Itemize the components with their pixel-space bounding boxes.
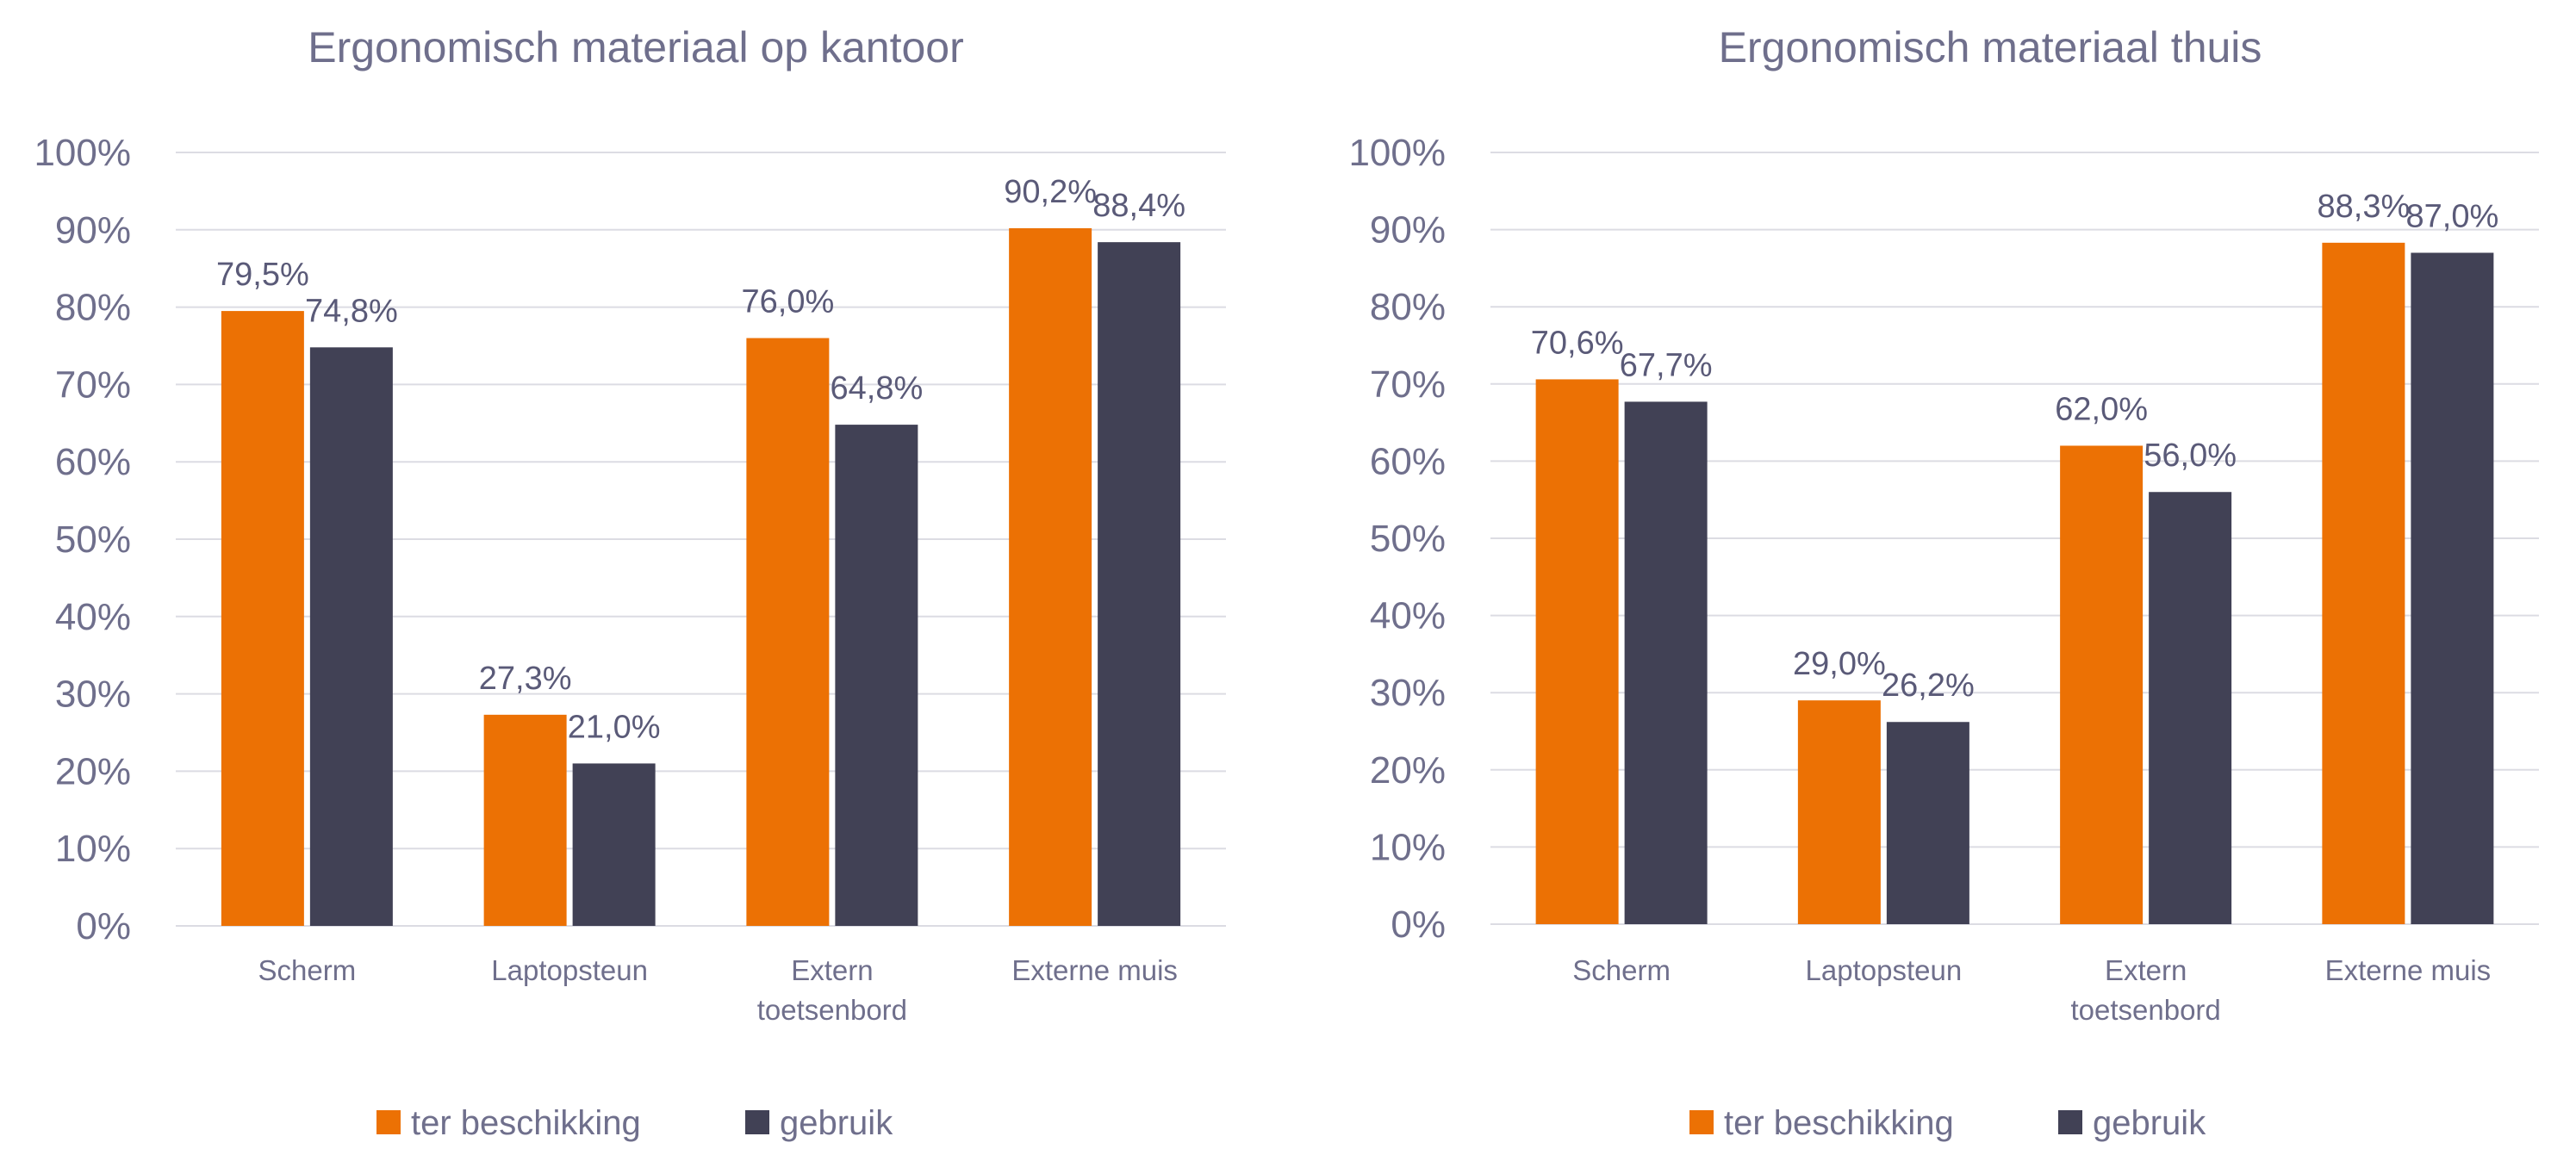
x-category-label: Externe muis [2325, 954, 2492, 986]
y-tick-label: 0% [76, 905, 131, 947]
bar-gebruik [1886, 722, 1969, 924]
x-category-label: Extern [2105, 954, 2187, 986]
bar-ter-beschikking [221, 311, 304, 927]
data-label: 90,2% [1004, 174, 1097, 210]
x-category-label: Laptopsteun [491, 954, 648, 986]
legend: ter beschikking gebruik [1689, 1104, 2206, 1142]
legend-label: gebruik [780, 1104, 893, 1142]
y-tick-label: 80% [1370, 286, 1446, 328]
y-tick-label: 90% [55, 209, 131, 251]
data-label: 74,8% [305, 293, 398, 329]
y-tick-label: 30% [55, 674, 131, 716]
y-tick-label: 20% [1370, 749, 1446, 792]
y-tick-label: 20% [55, 750, 131, 792]
legend-swatch [2058, 1110, 2082, 1134]
bar-ter-beschikking [1009, 228, 1092, 926]
bar-gebruik [309, 347, 393, 926]
data-label: 27,3% [479, 661, 572, 697]
chart-title: Ergonomisch materiaal thuis [1719, 23, 2262, 71]
y-tick-label: 60% [1370, 440, 1446, 482]
legend-label: ter beschikking [1724, 1104, 1954, 1142]
data-label: 56,0% [2144, 438, 2237, 474]
y-tick-label: 90% [1370, 209, 1446, 251]
chart-kantoor: Ergonomisch materiaal op kantoor 0% 10% 20%… [34, 23, 1226, 1142]
x-category-label: Externe muis [1011, 954, 1178, 986]
bar-gebruik [835, 425, 918, 926]
y-tick-label: 100% [34, 132, 131, 174]
bar-ter-beschikking [746, 338, 830, 926]
bar-gebruik [1098, 242, 1181, 927]
y-tick-label: 80% [55, 287, 131, 329]
y-tick-label: 30% [1370, 672, 1446, 714]
x-category-label: toetsenbord [757, 994, 907, 1026]
bar-gebruik [572, 763, 656, 926]
bar-ter-beschikking [1535, 379, 1619, 924]
bar-ter-beschikking [1797, 700, 1881, 924]
legend-swatch [745, 1110, 769, 1134]
y-tick-label: 40% [55, 596, 131, 638]
data-label: 26,2% [1882, 668, 1975, 704]
data-label: 70,6% [1531, 325, 1624, 361]
x-category-label: Scherm [1572, 954, 1671, 986]
y-tick-label: 50% [1370, 518, 1446, 560]
data-label: 88,4% [1092, 188, 1185, 224]
legend-label: ter beschikking [411, 1104, 641, 1142]
y-tick-label: 50% [55, 519, 131, 561]
legend-swatch [1689, 1110, 1714, 1134]
legend-swatch [376, 1110, 401, 1134]
y-tick-label: 10% [55, 828, 131, 870]
bar-ter-beschikking [2322, 242, 2405, 924]
legend: ter beschikking gebruik [376, 1104, 893, 1142]
x-category-label: toetsenbord [2070, 994, 2220, 1026]
y-tick-label: 100% [1348, 132, 1446, 174]
y-tick-label: 10% [1370, 826, 1446, 868]
x-category-label: Extern [791, 954, 873, 986]
bar-ter-beschikking [483, 714, 567, 926]
data-label: 88,3% [2318, 189, 2411, 225]
bar-gebruik [2411, 252, 2494, 925]
y-tick-label: 0% [1391, 904, 1446, 946]
x-category-label: Laptopsteun [1806, 954, 1963, 986]
chart-thuis: Ergonomisch materiaal thuis 0% 10% 20% 30% 40… [1348, 23, 2539, 1142]
bar-gebruik [1624, 401, 1708, 925]
data-label: 79,5% [216, 257, 309, 293]
data-label: 87,0% [2406, 198, 2499, 234]
bar-gebruik [2149, 492, 2232, 924]
data-label: 21,0% [568, 709, 661, 745]
data-label: 64,8% [831, 370, 924, 407]
chart-title: Ergonomisch materiaal op kantoor [308, 23, 964, 71]
y-tick-label: 70% [55, 363, 131, 406]
bar-ter-beschikking [2060, 445, 2144, 924]
y-tick-label: 60% [55, 441, 131, 483]
legend-label: gebruik [2093, 1104, 2206, 1142]
data-label: 29,0% [1793, 646, 1886, 682]
y-tick-label: 70% [1370, 363, 1446, 406]
data-label: 67,7% [1620, 347, 1713, 383]
data-label: 62,0% [2055, 391, 2148, 427]
data-label: 76,0% [742, 284, 835, 320]
y-tick-label: 40% [1370, 595, 1446, 637]
x-category-label: Scherm [258, 954, 357, 986]
